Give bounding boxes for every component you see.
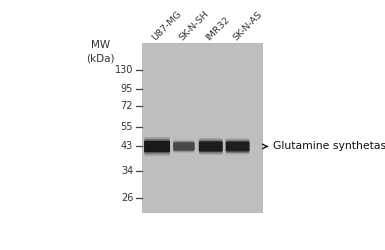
Text: IMR32: IMR32 bbox=[204, 15, 232, 42]
FancyBboxPatch shape bbox=[199, 138, 223, 155]
Text: 130: 130 bbox=[115, 66, 133, 76]
FancyBboxPatch shape bbox=[226, 138, 249, 154]
Text: (kDa): (kDa) bbox=[86, 54, 115, 64]
Text: Glutamine synthetase: Glutamine synthetase bbox=[273, 142, 385, 152]
Text: SK-N-SH: SK-N-SH bbox=[177, 9, 211, 42]
FancyBboxPatch shape bbox=[226, 142, 249, 152]
FancyBboxPatch shape bbox=[173, 142, 195, 151]
FancyBboxPatch shape bbox=[199, 141, 223, 152]
Text: U87-MG: U87-MG bbox=[151, 10, 184, 42]
FancyBboxPatch shape bbox=[226, 140, 249, 153]
Text: 26: 26 bbox=[121, 194, 133, 203]
Text: MW: MW bbox=[91, 40, 110, 50]
FancyBboxPatch shape bbox=[144, 137, 170, 156]
Text: SK-N-AS: SK-N-AS bbox=[231, 10, 264, 42]
Text: 72: 72 bbox=[121, 101, 133, 111]
FancyBboxPatch shape bbox=[144, 139, 170, 154]
Text: 95: 95 bbox=[121, 84, 133, 94]
FancyBboxPatch shape bbox=[173, 140, 195, 153]
Text: 34: 34 bbox=[121, 166, 133, 176]
FancyBboxPatch shape bbox=[144, 141, 170, 152]
Text: 43: 43 bbox=[121, 142, 133, 152]
FancyBboxPatch shape bbox=[199, 140, 223, 153]
FancyBboxPatch shape bbox=[173, 141, 195, 152]
Text: 55: 55 bbox=[121, 122, 133, 132]
Bar bbox=[142, 44, 263, 213]
